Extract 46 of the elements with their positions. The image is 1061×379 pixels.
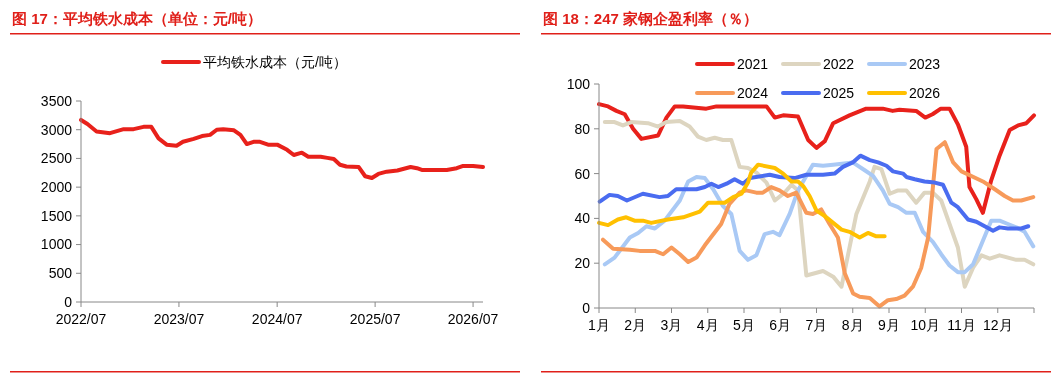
- x-tick-label: 1月: [588, 317, 610, 333]
- y-tick-label: 0: [582, 299, 591, 316]
- y-tick-label: 80: [574, 120, 591, 137]
- y-tick-label: 500: [48, 265, 73, 282]
- x-tick-label: 2022/07: [55, 311, 107, 327]
- legend-label: 平均铁水成本（元/吨）: [203, 53, 347, 70]
- line-series: [597, 153, 1031, 233]
- line-series: [597, 102, 1036, 215]
- y-tick-label: 3000: [40, 121, 73, 138]
- legend-label: 2022: [823, 55, 855, 72]
- y-tick-label: 2000: [40, 179, 73, 196]
- line-series: [602, 118, 1036, 289]
- y-tick-label: 20: [574, 255, 591, 272]
- x-tick-label: 11月: [947, 317, 976, 333]
- line-series: [597, 162, 887, 240]
- y-tick-label: 1500: [40, 207, 73, 224]
- x-tick-label: 2月: [624, 317, 647, 333]
- legend-label: 2026: [909, 84, 941, 101]
- x-tick-label: 2023/07: [153, 311, 205, 327]
- y-tick-label: 40: [574, 210, 591, 227]
- line-series: [79, 117, 485, 180]
- y-tick-label: 60: [574, 165, 591, 182]
- x-tick-label: 2025/07: [349, 311, 401, 327]
- legend-label: 2023: [909, 55, 941, 72]
- x-tick-label: 10月: [910, 317, 941, 333]
- x-tick-label: 2026/07: [447, 311, 499, 327]
- y-tick-label: 100: [566, 75, 591, 92]
- x-tick-label: 4月: [696, 317, 719, 333]
- y-tick-label: 3500: [40, 92, 73, 109]
- y-tick-label: 1000: [40, 236, 73, 253]
- x-tick-label: 5月: [733, 317, 755, 333]
- x-tick-label: 2024/07: [251, 311, 303, 327]
- line-series: [602, 160, 1036, 275]
- x-tick-label: 12月: [982, 317, 1013, 333]
- y-tick-label: 2500: [40, 150, 73, 167]
- x-tick-label: 7月: [805, 317, 828, 333]
- x-tick-label: 6月: [769, 317, 792, 333]
- legend-label: 2021: [737, 55, 769, 72]
- y-tick-label: 0: [64, 293, 73, 310]
- legend-label: 2025: [823, 84, 855, 101]
- x-tick-label: 3月: [660, 317, 683, 333]
- chart-title: 图 18：247 家钢企盈利率（％）: [543, 10, 759, 27]
- x-tick-label: 8月: [841, 317, 864, 333]
- chart-title: 图 17：平均铁水成本（单位：元/吨）: [12, 10, 263, 27]
- legend-label: 2024: [737, 84, 769, 101]
- x-tick-label: 9月: [878, 317, 900, 333]
